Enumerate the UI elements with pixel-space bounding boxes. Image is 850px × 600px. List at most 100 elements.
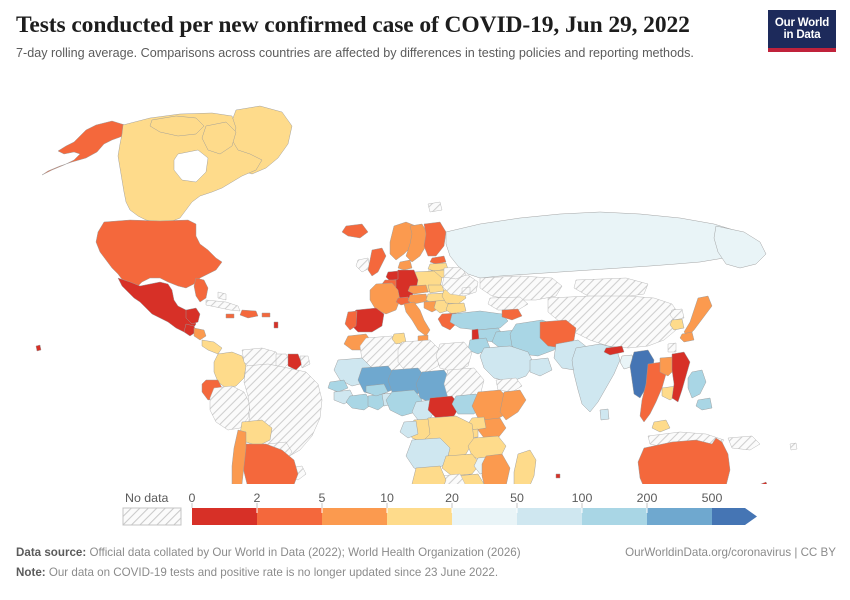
country-russia-far-east[interactable]: [713, 225, 767, 269]
country-senegal[interactable]: [327, 379, 349, 393]
owid-logo-line1: Our World: [774, 16, 830, 29]
country-netherlands[interactable]: [385, 270, 399, 282]
country-gabon[interactable]: [399, 420, 419, 439]
country-chile[interactable]: [231, 429, 248, 484]
country-jamaica[interactable]: [225, 313, 235, 319]
country-burkina-faso[interactable]: [365, 383, 389, 397]
country-mozambique[interactable]: [481, 453, 511, 484]
country-bahamas[interactable]: [217, 291, 227, 301]
country-svalbard[interactable]: [427, 201, 443, 213]
country-united-states[interactable]: [95, 219, 223, 289]
country-lebanon[interactable]: [471, 328, 480, 341]
world-choropleth-map[interactable]: [0, 92, 850, 484]
country-japan[interactable]: [683, 295, 713, 337]
country-uzbekistan[interactable]: [487, 296, 529, 311]
country-south-korea[interactable]: [669, 318, 685, 331]
country-france[interactable]: [369, 282, 401, 315]
country-portugal[interactable]: [344, 310, 358, 331]
country-hispaniola[interactable]: [239, 309, 259, 319]
legend-bin-0-2[interactable]: [192, 508, 257, 525]
country-austria[interactable]: [407, 293, 429, 305]
country-new-zealand[interactable]: [756, 481, 770, 484]
country-italy[interactable]: [403, 301, 431, 337]
country-bulgaria[interactable]: [445, 302, 467, 315]
country-ireland[interactable]: [355, 257, 371, 273]
map-legend[interactable]: No data: [0, 486, 850, 534]
country-namibia[interactable]: [411, 465, 447, 484]
legend-no-data-swatch[interactable]: [122, 507, 182, 526]
country-north-korea[interactable]: [669, 308, 685, 321]
country-egypt[interactable]: [435, 341, 473, 373]
owid-logo[interactable]: Our World in Data: [768, 10, 836, 52]
footer-note: Note: Our data on COVID-19 tests and pos…: [16, 564, 836, 583]
country-philippines[interactable]: [687, 369, 707, 399]
country-czechia[interactable]: [407, 284, 429, 295]
country-lesser-antilles[interactable]: [273, 321, 279, 329]
country-cuba[interactable]: [205, 299, 241, 312]
country-myanmar[interactable]: [629, 349, 655, 399]
country-vietnam[interactable]: [671, 351, 691, 403]
country-taiwan[interactable]: [667, 342, 677, 353]
legend-svg: No data: [122, 491, 757, 526]
country-denmark[interactable]: [397, 259, 413, 271]
country-panama[interactable]: [201, 339, 223, 355]
country-argentina[interactable]: [241, 443, 299, 484]
country-sri-lanka[interactable]: [599, 408, 610, 421]
legend-tick-500: 500: [702, 491, 723, 505]
country-moldova[interactable]: [461, 286, 471, 295]
country-us-florida[interactable]: [193, 277, 209, 303]
legend-bin-2-5[interactable]: [257, 508, 322, 525]
legend-bin-500-plus[interactable]: [712, 508, 757, 525]
country-puerto-rico[interactable]: [261, 312, 271, 318]
legend-bin-10-20[interactable]: [387, 508, 452, 525]
country-nepal[interactable]: [603, 345, 625, 356]
country-alaska[interactable]: [41, 120, 126, 176]
country-guyana[interactable]: [275, 353, 291, 369]
legend-tick-0: 0: [189, 491, 196, 505]
country-iceland[interactable]: [341, 223, 369, 239]
country-australia[interactable]: [637, 437, 731, 484]
country-finland[interactable]: [423, 221, 447, 257]
country-ivory-coast[interactable]: [345, 393, 373, 411]
country-oman[interactable]: [529, 357, 553, 377]
country-philippines-south[interactable]: [695, 397, 713, 411]
country-saudi-arabia[interactable]: [479, 345, 535, 383]
country-hawaii[interactable]: [35, 344, 42, 352]
country-malaysia[interactable]: [651, 419, 671, 433]
country-kazakhstan[interactable]: [479, 275, 563, 301]
country-honduras[interactable]: [193, 327, 207, 341]
legend-bin-5-10[interactable]: [322, 508, 387, 525]
country-colombia[interactable]: [213, 351, 247, 389]
country-tunisia[interactable]: [391, 332, 407, 345]
country-mexico-yucatan[interactable]: [185, 307, 201, 325]
owid-logo-line2: in Data: [783, 29, 821, 41]
country-mauritius[interactable]: [555, 473, 561, 479]
legend-bin-20-50[interactable]: [452, 508, 517, 525]
country-belarus[interactable]: [443, 266, 467, 280]
country-united-kingdom[interactable]: [367, 247, 387, 277]
country-peru[interactable]: [209, 385, 251, 431]
country-russia[interactable]: [445, 211, 753, 279]
country-madagascar[interactable]: [513, 449, 537, 484]
country-fiji[interactable]: [789, 442, 798, 451]
country-yemen[interactable]: [495, 377, 523, 393]
country-japan-kyushu[interactable]: [679, 331, 695, 343]
footer-link[interactable]: OurWorldinData.org/coronavirus | CC BY: [625, 546, 836, 559]
country-suriname[interactable]: [287, 353, 303, 371]
country-papua-new-guinea[interactable]: [727, 435, 761, 451]
country-canada-islands[interactable]: [149, 115, 205, 137]
country-azerbaijan[interactable]: [501, 308, 523, 321]
legend-bin-200-500[interactable]: [647, 508, 712, 525]
legend-bin-50-100[interactable]: [517, 508, 582, 525]
country-zambia[interactable]: [441, 453, 481, 477]
country-slovakia[interactable]: [427, 284, 445, 294]
country-baffin-island[interactable]: [201, 121, 237, 155]
country-turkey[interactable]: [449, 310, 509, 331]
country-french-guiana[interactable]: [299, 355, 311, 369]
country-mongolia[interactable]: [573, 277, 649, 299]
legend-bin-100-200[interactable]: [582, 508, 647, 525]
country-estonia[interactable]: [429, 255, 447, 265]
country-somalia[interactable]: [499, 389, 527, 421]
country-guatemala[interactable]: [183, 323, 197, 337]
